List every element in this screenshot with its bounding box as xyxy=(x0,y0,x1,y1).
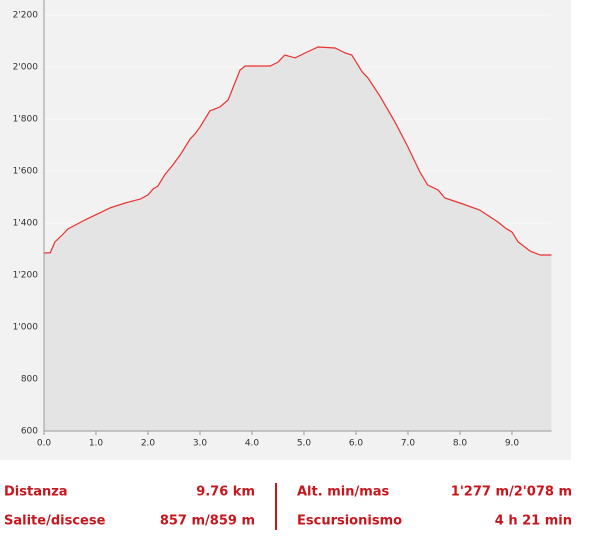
x-tick-label: 0.0 xyxy=(37,439,52,449)
elevation-area xyxy=(44,47,552,431)
y-tick-label: 2'000 xyxy=(13,63,39,73)
x-tick-label: 7.0 xyxy=(401,439,416,449)
x-tick-label: 5.0 xyxy=(297,439,312,449)
y-tick-label: 800 xyxy=(21,375,38,385)
stat-label: Salite/discese xyxy=(4,514,106,529)
x-tick-label: 6.0 xyxy=(349,439,364,449)
y-tick-label: 2'200 xyxy=(13,11,39,21)
x-tick-label: 1.0 xyxy=(89,439,104,449)
stat-value: 9.76 km xyxy=(196,485,255,500)
x-tick-label: 9.0 xyxy=(505,439,520,449)
elevation-line xyxy=(44,46,552,256)
x-tick-label: 3.0 xyxy=(193,439,208,449)
x-tick-label: 2.0 xyxy=(141,439,156,449)
stat-value: 857 m/859 m xyxy=(160,514,255,529)
y-tick-label: 1'200 xyxy=(13,271,39,281)
stat-label: Distanza xyxy=(4,485,68,500)
stat-label: Escursionismo xyxy=(297,514,402,529)
stat-value: 1'277 m/2'078 m xyxy=(451,485,572,500)
stat-label: Alt. min/mas xyxy=(297,485,390,500)
y-tick-label: 1'400 xyxy=(13,219,39,229)
y-tick-label: 1'000 xyxy=(13,323,39,333)
x-tick-label: 8.0 xyxy=(453,439,468,449)
x-tick-label: 4.0 xyxy=(245,439,260,449)
stat-value: 4 h 21 min xyxy=(495,514,572,529)
y-tick-label: 1'800 xyxy=(13,115,39,125)
y-tick-label: 1'600 xyxy=(13,167,39,177)
y-tick-label: 600 xyxy=(21,427,38,437)
